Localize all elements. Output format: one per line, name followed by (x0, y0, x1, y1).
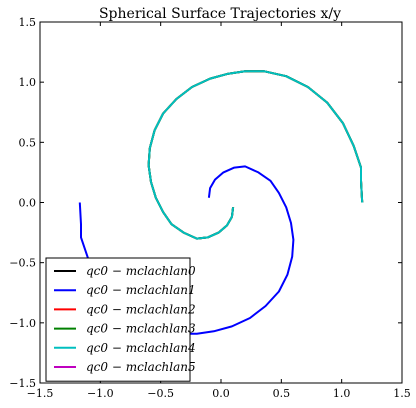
legend-box (45, 257, 191, 382)
legend-label: qc0 − mclachlan1 (86, 283, 196, 297)
axis-ticks: −1.5 −1.0 −0.5 0.0 0.5 1.0 1.5 −1.5 −1.0 −0.5 0.0 0… (9, 16, 410, 400)
x-tick-label: −1.5 (27, 387, 54, 400)
legend-label: qc0 − mclachlan0 (86, 264, 196, 278)
y-tick-label: 1.0 (19, 76, 37, 89)
legend-label: qc0 − mclachlan5 (86, 360, 196, 374)
y-tick-label: −1.0 (9, 317, 36, 330)
legend-label: qc0 − mclachlan3 (86, 322, 196, 336)
legend-label: qc0 − mclachlan4 (86, 341, 196, 355)
x-tick-label: 1.5 (393, 387, 411, 400)
y-tick-label: 0.0 (19, 197, 37, 210)
legend: qc0 − mclachlan0 qc0 − mclachlan1 qc0 − mc… (45, 257, 196, 382)
x-tick-label: −0.5 (147, 387, 174, 400)
y-tick-label: −0.5 (9, 257, 36, 270)
x-tick-label: −1.0 (87, 387, 114, 400)
y-tick-label: −1.5 (9, 377, 36, 390)
y-tick-label: 0.5 (19, 136, 37, 149)
x-tick-label: 0.5 (273, 387, 291, 400)
x-tick-label: 1.0 (333, 387, 351, 400)
chart-title: Spherical Surface Trajectories x/y (99, 6, 341, 22)
legend-label: qc0 − mclachlan2 (86, 302, 196, 316)
x-tick-label: 0.0 (212, 387, 230, 400)
series-line-4 (147, 70, 364, 240)
y-tick-label: 1.5 (19, 16, 37, 29)
